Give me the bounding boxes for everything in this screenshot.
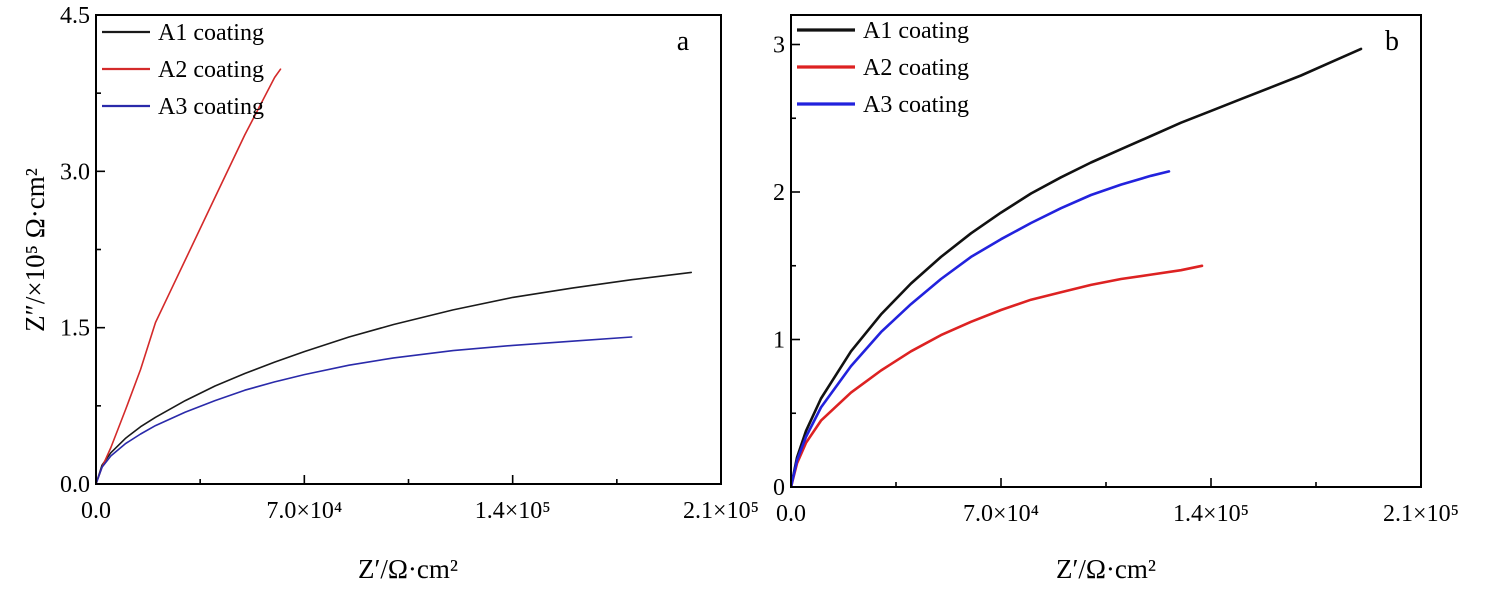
- panel-a-chart: 0.0 7.0×10⁴ 1.4×10⁵ 2.1×10⁵ 0.0 1.5 3.0 4.5 A1 …: [20, 3, 759, 584]
- panel-b-letter: b: [1385, 26, 1399, 57]
- panel-b-x-tick-label: 0.0: [776, 501, 806, 527]
- panel-b-y-tick-label: 0: [773, 475, 785, 501]
- panel-b-axes-frame: [790, 14, 1422, 488]
- panel-a-series-line-a1: [96, 271, 692, 484]
- panel-a-x-axis-label: Z′/Ω·cm²: [358, 554, 458, 584]
- panel-b-legend: A1 coating A2 coating A3 coating: [797, 18, 969, 118]
- panel-a-x-tick-label: 7.0×10⁴: [266, 498, 342, 524]
- panel-a-series-group: [96, 68, 692, 484]
- panel-b-series-line-a1: [791, 47, 1363, 487]
- panel-a-legend: A1 coating A2 coating A3 coating: [102, 20, 264, 120]
- panel-a-legend-label-a1: A1 coating: [158, 20, 264, 46]
- panel-a-letter: a: [677, 26, 690, 57]
- panel-b-legend-label-a1: A1 coating: [863, 18, 969, 44]
- panel-a-legend-label-a3: A3 coating: [158, 94, 264, 120]
- panel-b-y-tick-label: 1: [773, 328, 785, 354]
- panel-b-y-tick-label: 2: [773, 180, 785, 206]
- panel-b-x-axis-label: Z′/Ω·cm²: [1056, 554, 1156, 584]
- panel-a-series-line-a3: [96, 336, 633, 484]
- panel-b-legend-label-a2: A2 coating: [863, 55, 969, 81]
- panel-a-y-tick-label: 1.5: [60, 316, 90, 342]
- panel-b-series-group: [791, 47, 1363, 487]
- panel-b-series-line-a2: [791, 264, 1204, 487]
- panel-b-series-line-a3: [791, 170, 1171, 487]
- panel-b-x-tick-label: 7.0×10⁴: [963, 501, 1039, 527]
- panel-a-legend-label-a2: A2 coating: [158, 57, 264, 83]
- panel-b-y-tick-label: 3: [773, 33, 785, 59]
- panel-b-ticks: 0.0 7.0×10⁴ 1.4×10⁵ 2.1×10⁵ 0 1 2 3: [773, 33, 1459, 528]
- panel-a-y-tick-label: 0.0: [60, 472, 90, 498]
- panel-a-x-tick-label: 1.4×10⁵: [475, 498, 551, 524]
- panel-a-series-line-a2: [96, 68, 282, 484]
- panel-a-y-tick-label: 4.5: [60, 3, 90, 29]
- panel-a-y-axis-label: Z″/×10⁵ Ω·cm²: [20, 168, 50, 332]
- panel-a-ticks: 0.0 7.0×10⁴ 1.4×10⁵ 2.1×10⁵ 0.0 1.5 3.0 4.5: [60, 3, 759, 524]
- panel-b-legend-label-a3: A3 coating: [863, 92, 969, 118]
- panel-a-x-tick-label: 2.1×10⁵: [683, 498, 759, 524]
- panel-a-y-tick-label: 3.0: [60, 159, 90, 185]
- panel-a-x-tick-label: 0.0: [81, 498, 111, 524]
- panel-b-x-tick-label: 1.4×10⁵: [1173, 501, 1249, 527]
- panel-b-x-tick-label: 2.1×10⁵: [1383, 501, 1459, 527]
